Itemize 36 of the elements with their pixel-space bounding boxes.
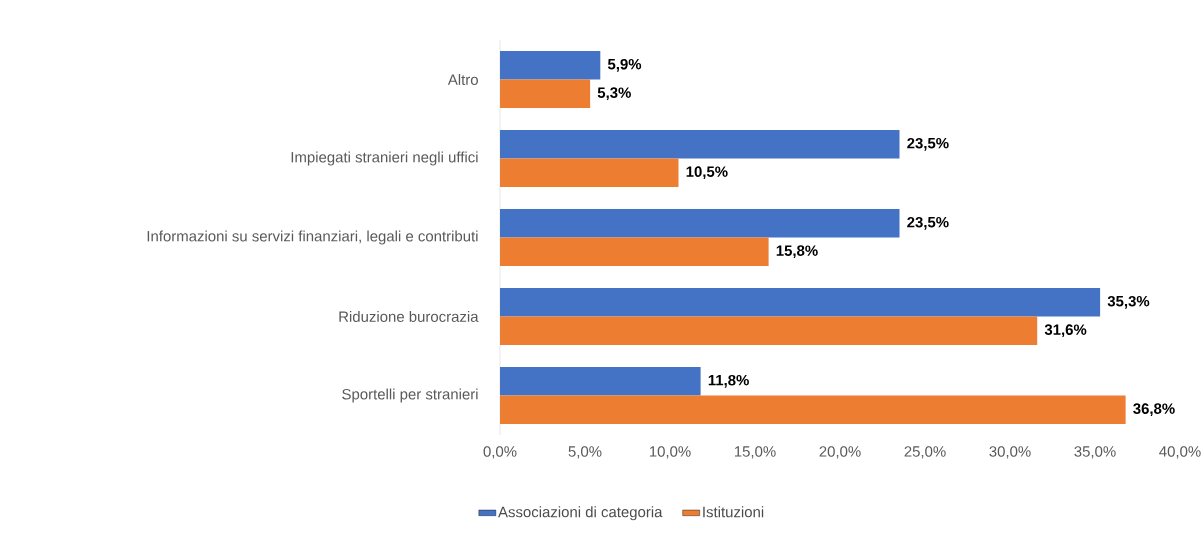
x-tick-label: 15,0% — [734, 446, 776, 459]
bar — [500, 288, 1101, 317]
data-label: 15,8% — [776, 245, 818, 259]
bar — [500, 158, 679, 187]
x-tick-label: 5,0% — [568, 446, 602, 459]
y-tick-label: Riduzione burocrazia — [339, 311, 479, 322]
data-label: 11,8% — [708, 374, 749, 388]
data-label: 23,5% — [907, 137, 949, 151]
y-tick-label: Impiegati stranieri negli uffici — [291, 151, 478, 166]
x-tick-label: 25,0% — [904, 446, 946, 459]
x-tick-label: 10,0% — [649, 446, 691, 459]
bar — [500, 367, 701, 396]
y-tick-label: Informazioni su servizi finanziari, legali e contributi — [147, 230, 478, 245]
bar — [500, 79, 591, 108]
x-tick-label: 0,0% — [483, 446, 517, 459]
data-label: 10,5% — [686, 166, 728, 180]
x-tick-label: 20,0% — [819, 446, 861, 459]
bar — [500, 51, 601, 80]
data-label: 5,9% — [607, 58, 642, 72]
bar — [500, 316, 1038, 345]
data-label: 23,5% — [907, 216, 949, 230]
legend-label: Associazioni di categoria — [498, 506, 663, 521]
y-tick-label: Sportelli per stranieri — [342, 388, 478, 403]
bar — [500, 395, 1126, 424]
data-label: 31,6% — [1044, 324, 1087, 338]
data-label: 35,3% — [1107, 295, 1150, 309]
bar — [500, 209, 900, 238]
x-tick-label: 35,0% — [1074, 446, 1116, 459]
bar — [500, 130, 900, 159]
x-tick-label: 30,0% — [989, 446, 1031, 459]
y-tick-label: Altro — [447, 74, 478, 85]
legend-label: Istituzioni — [703, 506, 764, 518]
data-label: 5,3% — [597, 87, 631, 101]
bar — [500, 237, 769, 266]
x-tick-label: 40,0% — [1159, 446, 1201, 459]
data-label: 36,8% — [1133, 403, 1175, 417]
